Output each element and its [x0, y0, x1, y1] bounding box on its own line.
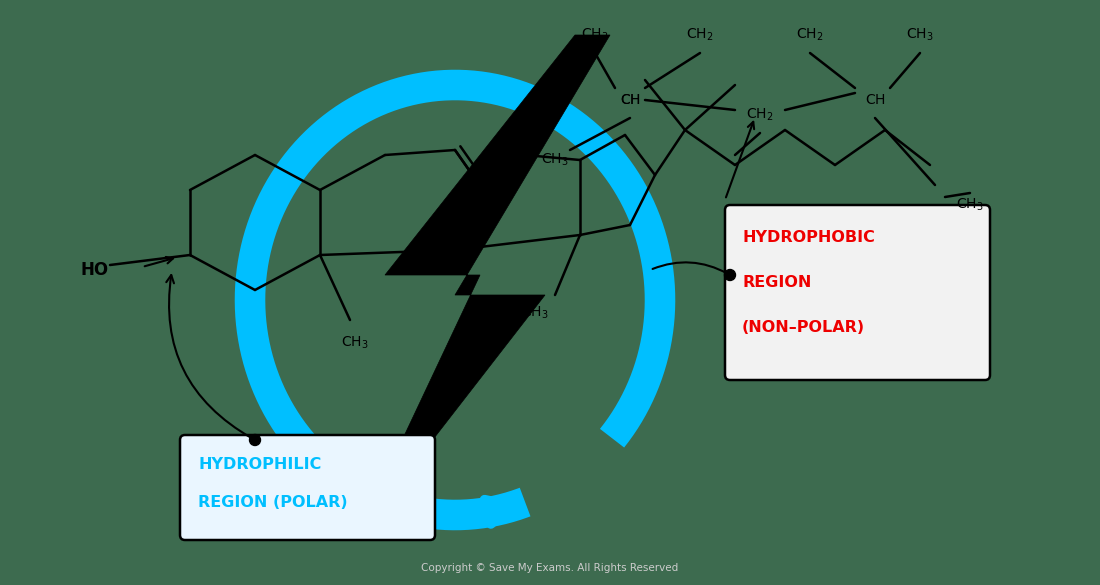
Text: HYDROPHOBIC: HYDROPHOBIC [742, 230, 874, 245]
Text: $\mathrm{CH_3}$: $\mathrm{CH_3}$ [581, 27, 608, 43]
Polygon shape [355, 35, 610, 540]
Text: HYDROPHILIC: HYDROPHILIC [198, 457, 321, 472]
Text: $\mathrm{CH}$: $\mathrm{CH}$ [865, 93, 886, 107]
Text: HO: HO [81, 261, 109, 279]
FancyBboxPatch shape [180, 435, 434, 540]
Text: $\mathrm{CH_2}$: $\mathrm{CH_2}$ [686, 27, 714, 43]
Text: $\mathrm{CH_3}$: $\mathrm{CH_3}$ [956, 197, 983, 213]
FancyBboxPatch shape [725, 205, 990, 380]
Text: $\mathrm{CH_3}$: $\mathrm{CH_3}$ [521, 305, 549, 321]
Circle shape [725, 270, 736, 280]
Text: $\mathrm{CH_2}$: $\mathrm{CH_2}$ [746, 107, 773, 123]
Text: Copyright © Save My Exams. All Rights Reserved: Copyright © Save My Exams. All Rights Re… [421, 563, 679, 573]
Text: $\mathrm{CH_3}$: $\mathrm{CH_3}$ [906, 27, 934, 43]
Text: $\mathrm{CH}$: $\mathrm{CH}$ [619, 93, 640, 107]
Text: REGION: REGION [742, 275, 812, 290]
Text: $\mathrm{CH_3}$: $\mathrm{CH_3}$ [541, 152, 569, 168]
Text: (NON–POLAR): (NON–POLAR) [742, 320, 865, 335]
Text: $\mathrm{CH_3}$: $\mathrm{CH_3}$ [341, 335, 368, 351]
Text: REGION (POLAR): REGION (POLAR) [198, 495, 348, 510]
Text: $\mathrm{CH}$: $\mathrm{CH}$ [619, 93, 640, 107]
Text: $\mathrm{CH_2}$: $\mathrm{CH_2}$ [796, 27, 824, 43]
Circle shape [250, 435, 261, 446]
